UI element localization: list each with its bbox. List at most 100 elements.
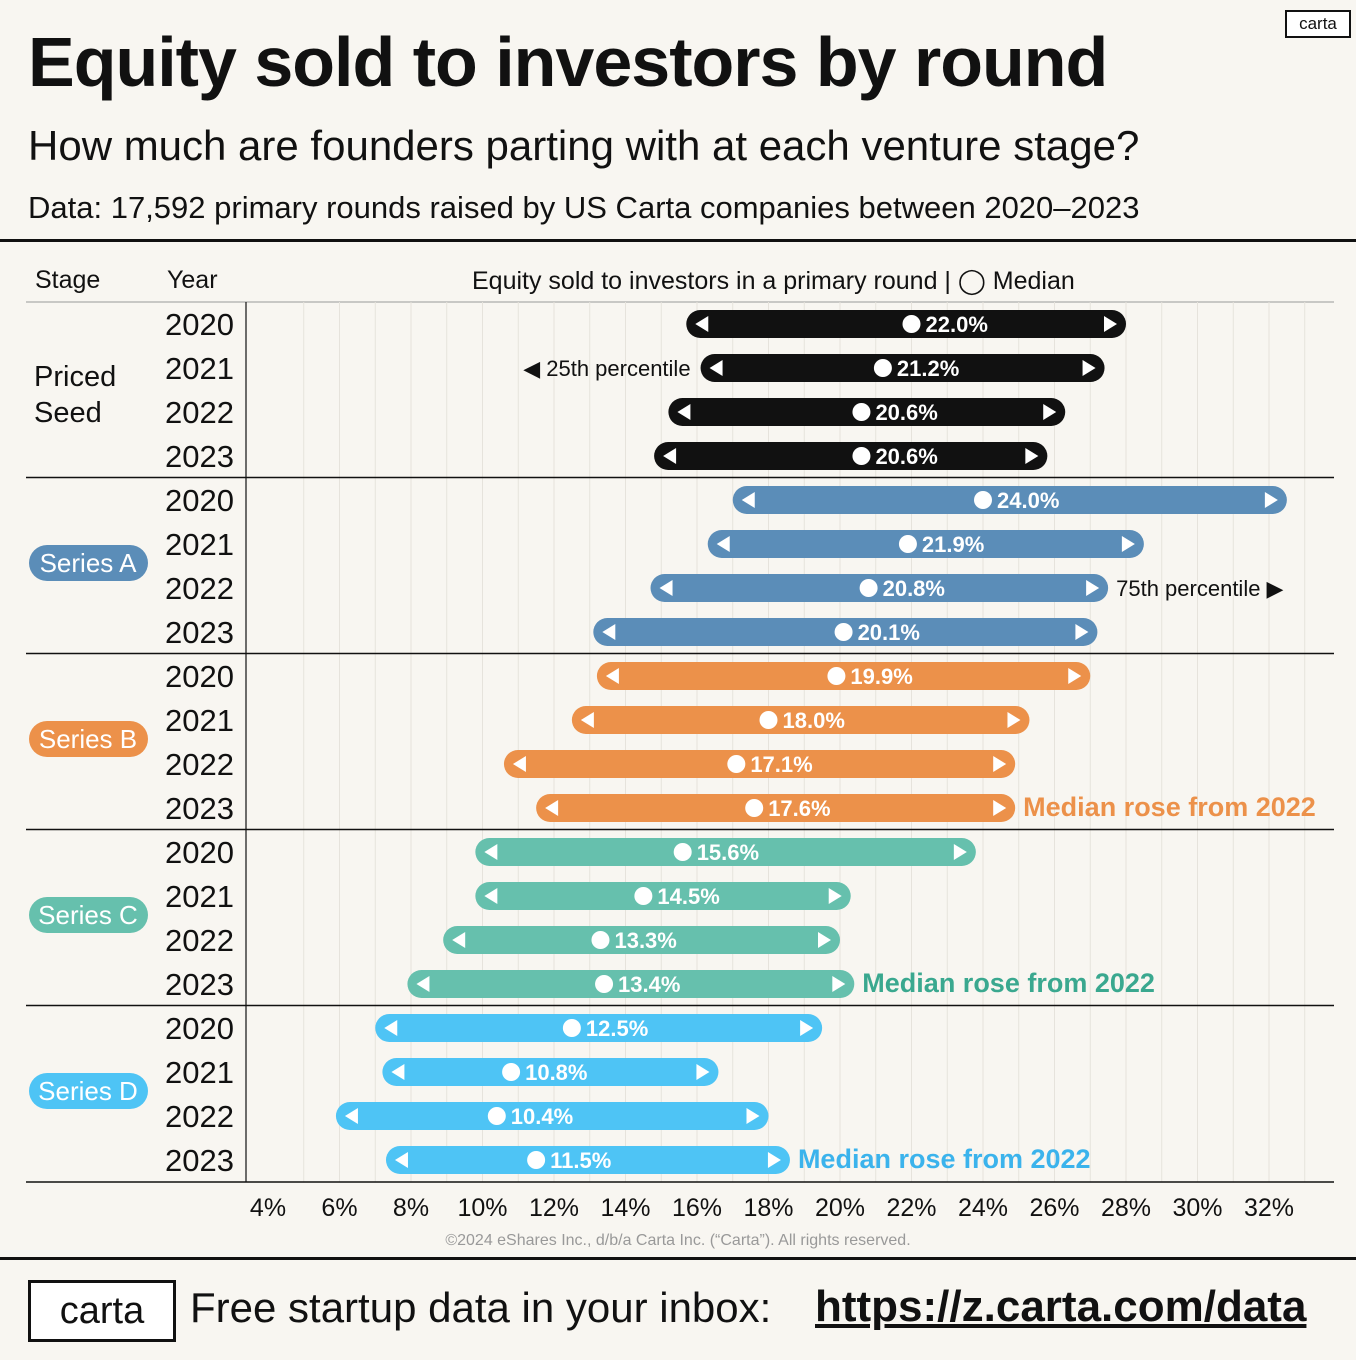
year-label: 2021 bbox=[165, 351, 234, 386]
range-bar bbox=[503, 750, 1016, 778]
copyright-note: ©2024 eShares Inc., d/b/a Carta Inc. (“C… bbox=[445, 1232, 911, 1249]
range-bar bbox=[707, 530, 1144, 558]
x-tick-label: 6% bbox=[321, 1194, 357, 1222]
median-dot bbox=[852, 447, 871, 465]
median-dot bbox=[527, 1151, 546, 1169]
p75-arrow bbox=[1082, 360, 1096, 376]
p25-arrow bbox=[709, 360, 723, 376]
year-label: 2020 bbox=[165, 659, 234, 694]
median-label: 17.6% bbox=[768, 796, 830, 821]
year-label: 2023 bbox=[165, 1143, 234, 1178]
x-tick-label: 14% bbox=[600, 1194, 650, 1222]
median-dot bbox=[859, 579, 878, 597]
stage-label: Series D bbox=[38, 1076, 138, 1106]
data-source-note: Data: 17,592 primary rounds raised by US… bbox=[28, 190, 1140, 225]
range-bar bbox=[700, 354, 1105, 382]
range-bar bbox=[335, 1102, 769, 1130]
x-tick-label: 32% bbox=[1244, 1194, 1294, 1222]
p75-arrow bbox=[818, 932, 831, 948]
p25-arrow bbox=[344, 1108, 358, 1124]
stage-label: Series C bbox=[38, 900, 138, 930]
median-dot bbox=[562, 1019, 581, 1037]
median-dot bbox=[487, 1107, 506, 1125]
median-label: 13.3% bbox=[614, 928, 676, 953]
median-dot bbox=[727, 755, 746, 773]
p75-arrow bbox=[1086, 580, 1100, 596]
range-chart: 4% 6% 8% 10% 12% 14% 16% 18% 20% 22% 24% 26% 28% 30% 3… bbox=[26, 301, 1334, 1222]
median-label: 12.5% bbox=[586, 1016, 648, 1041]
p25-arrow bbox=[602, 624, 616, 640]
p25-arrow bbox=[605, 668, 619, 684]
median-dot bbox=[834, 623, 853, 641]
p25-arrow bbox=[580, 712, 594, 728]
p25-arrow bbox=[545, 800, 559, 816]
corner-logo: carta bbox=[1285, 10, 1351, 38]
range-bar bbox=[385, 1146, 790, 1174]
p25-arrow bbox=[484, 844, 498, 860]
median-label: 10.4% bbox=[511, 1104, 573, 1129]
median-label: 11.5% bbox=[550, 1148, 611, 1173]
year-label: 2021 bbox=[165, 879, 234, 914]
year-label: 2022 bbox=[165, 395, 234, 430]
range-bar bbox=[407, 970, 855, 998]
year-label: 2020 bbox=[165, 483, 234, 518]
year-label: 2020 bbox=[165, 1011, 234, 1046]
year-label: 2022 bbox=[165, 1099, 234, 1134]
median-label: 18.0% bbox=[783, 708, 845, 733]
median-label: 10.8% bbox=[525, 1060, 587, 1085]
x-tick-label: 24% bbox=[958, 1194, 1008, 1222]
year-label: 2023 bbox=[165, 439, 234, 474]
range-bar bbox=[536, 794, 1016, 822]
p25-arrow bbox=[394, 1152, 408, 1168]
year-label: 2023 bbox=[165, 615, 234, 650]
chart-annotation: ◀ 25th percentile bbox=[523, 356, 690, 381]
p25-arrow bbox=[484, 888, 498, 904]
x-tick-label: 22% bbox=[886, 1194, 936, 1222]
median-label: 17.1% bbox=[750, 752, 812, 777]
median-label: 13.4% bbox=[618, 972, 680, 997]
chart-annotation: Median rose from 2022 bbox=[798, 1144, 1091, 1174]
p25-arrow bbox=[677, 404, 691, 420]
p25-arrow bbox=[384, 1020, 398, 1036]
stage-pill bbox=[29, 721, 148, 757]
range-bar bbox=[654, 442, 1048, 470]
median-label: 15.6% bbox=[697, 840, 759, 865]
median-label: 20.6% bbox=[875, 444, 937, 469]
x-tick-label: 8% bbox=[393, 1194, 429, 1222]
p75-arrow bbox=[1075, 624, 1089, 640]
column-header-equity: Equity sold to investors in a primary ro… bbox=[472, 267, 1075, 295]
p75-arrow bbox=[767, 1152, 781, 1168]
x-tick-label: 28% bbox=[1101, 1194, 1151, 1222]
footer-link[interactable]: https://z.carta.com/data bbox=[815, 1282, 1307, 1331]
page-title: Equity sold to investors by round bbox=[28, 23, 1108, 101]
p75-arrow bbox=[993, 756, 1007, 772]
footer-divider bbox=[0, 1257, 1356, 1260]
median-label: 24.0% bbox=[997, 488, 1059, 513]
p75-arrow bbox=[828, 888, 842, 904]
median-label: 20.6% bbox=[875, 400, 937, 425]
p75-arrow bbox=[1043, 404, 1057, 420]
p75-arrow bbox=[993, 800, 1007, 816]
median-dot bbox=[595, 975, 614, 993]
page-subtitle: How much are founders parting with at ea… bbox=[28, 122, 1140, 169]
range-bar bbox=[375, 1014, 823, 1042]
median-label: 21.9% bbox=[922, 532, 984, 557]
median-label: 14.5% bbox=[657, 884, 719, 909]
median-label: 21.2% bbox=[897, 356, 959, 381]
p25-arrow bbox=[512, 756, 526, 772]
p75-arrow bbox=[746, 1108, 760, 1124]
range-bar bbox=[382, 1058, 719, 1086]
p75-arrow bbox=[832, 976, 846, 992]
x-tick-label: 12% bbox=[529, 1194, 579, 1222]
stage-pill bbox=[29, 897, 148, 933]
stage-label: Priced bbox=[34, 361, 116, 393]
stage-pill bbox=[29, 1073, 148, 1109]
median-dot bbox=[873, 359, 892, 377]
median-label: 22.0% bbox=[926, 312, 988, 337]
median-dot bbox=[827, 667, 846, 685]
year-label: 2023 bbox=[165, 791, 234, 826]
range-bar bbox=[732, 486, 1287, 514]
p25-arrow bbox=[695, 316, 709, 332]
x-tick-label: 18% bbox=[743, 1194, 793, 1222]
p75-arrow bbox=[800, 1020, 814, 1036]
